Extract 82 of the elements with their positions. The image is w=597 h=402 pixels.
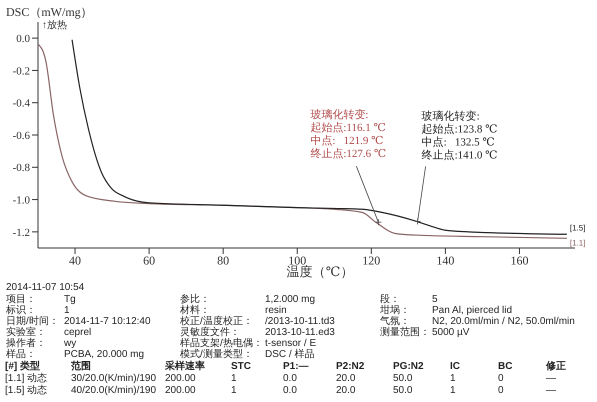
text: 1 (231, 385, 237, 396)
text: Tg (64, 294, 76, 305)
text: 0 (498, 373, 504, 384)
text: 标识： (6, 305, 36, 316)
text: 0.0 (283, 373, 297, 384)
text: ceprel (64, 327, 92, 338)
x-tick-label: 120 (362, 254, 380, 268)
text: Pan Al, pierced lid (432, 305, 512, 316)
text: 2013-10-11.ed3 (265, 327, 335, 338)
text: 项目： (6, 294, 36, 305)
text: 200.00 (165, 373, 196, 384)
text: 0 (498, 385, 504, 396)
text: 材料： (180, 305, 210, 316)
text: PG:N2 (393, 361, 424, 372)
text: 1,2.000 mg (265, 294, 316, 305)
text: 气氛： (380, 316, 410, 327)
text: 采样速率 (165, 361, 205, 372)
text: 1 (64, 305, 70, 316)
text: 1 (450, 385, 456, 396)
y-tick-label: -0.4 (12, 98, 30, 110)
text: 范围 (71, 361, 91, 372)
text: 5 (432, 294, 438, 305)
series-label: [1.1] (570, 238, 586, 248)
text: t-sensor / E (265, 338, 316, 349)
text: 坩埚： (380, 305, 410, 316)
x-tick-label: 140 (436, 254, 454, 268)
y-tick-label: -0.6 (12, 130, 30, 142)
text: 测量范围： (380, 327, 430, 338)
text: — (546, 373, 556, 384)
text: — (546, 385, 556, 396)
text: 1 (450, 373, 456, 384)
text: 20.0 (336, 385, 356, 396)
annotation: 玻璃化转变: 起始点:123.8 ℃ 中点: 132.5 ℃ 终止点:141.0 ℃ (422, 109, 498, 162)
text: P2:N2 (336, 361, 364, 372)
text: 操作者： (6, 338, 46, 349)
y-tick-label: 0.0 (16, 33, 30, 46)
text: N2, 20.0ml/min / N2, 50.0ml/min (432, 316, 575, 327)
text: 30/20.0(K/min)/190 (71, 373, 156, 384)
text: 实验室： (6, 327, 46, 338)
text: P1:— (283, 361, 309, 372)
y-tick-label: -0.2 (12, 65, 30, 78)
text: wy (64, 338, 76, 349)
x-tick-label: 60 (143, 254, 156, 268)
text: 0.0 (283, 385, 297, 396)
text: 段： (380, 294, 400, 305)
text: PCBA, 20.000 mg (64, 349, 144, 360)
x-tick-label: 40 (69, 254, 82, 268)
text: 1 (231, 373, 237, 384)
annotation: 玻璃化转变: 起始点:116.1 ℃ 中点: 121.9 ℃ 终止点:127.6 ℃ (310, 108, 386, 160)
y-tick-label: -1.0 (12, 194, 30, 206)
text: 校正/温度校正： (180, 316, 253, 327)
annotation: ↑放热 (42, 19, 67, 32)
text: 5000 µV (432, 327, 470, 338)
text: 日期/时间： (6, 316, 59, 327)
y-tick-label: -1.2 (12, 226, 30, 239)
text: [#] 类型 (5, 361, 40, 372)
text: /2013-10-11.td3 (265, 316, 335, 327)
text: 模式/测量类型： (180, 349, 253, 360)
series-label: [1.5] (570, 223, 586, 232)
text: 修正 (546, 361, 566, 372)
text: [1.5] 动态 (5, 385, 48, 396)
text: 样品： (6, 349, 36, 360)
x-tick-label: 80 (217, 254, 230, 268)
x-tick-label: 160 (510, 254, 528, 268)
text: BC (498, 361, 512, 372)
text: resin (265, 305, 287, 316)
text: 50.0 (393, 373, 412, 384)
text: 2014-11-7 10:12:40 (64, 316, 151, 327)
y-tick-label: -0.8 (12, 162, 30, 174)
text: 参比： (180, 294, 210, 305)
text: 20.0 (336, 373, 356, 384)
text: [1.1] 动态 (5, 373, 48, 384)
text: 200.00 (165, 385, 196, 396)
text: IC (450, 361, 460, 372)
text: DSC / 样品 (265, 349, 314, 360)
text: STC (231, 361, 251, 372)
text: 50.0 (393, 385, 412, 396)
text: 样品支架/热电偶： (180, 338, 263, 349)
text: 40/20.0(K/min)/190 (71, 385, 156, 396)
text: 灵敏度文件： (180, 327, 240, 338)
y-axis-title: DSC（mW/mg） (6, 4, 93, 20)
text: 2014-11-07 10:54 (6, 282, 84, 293)
